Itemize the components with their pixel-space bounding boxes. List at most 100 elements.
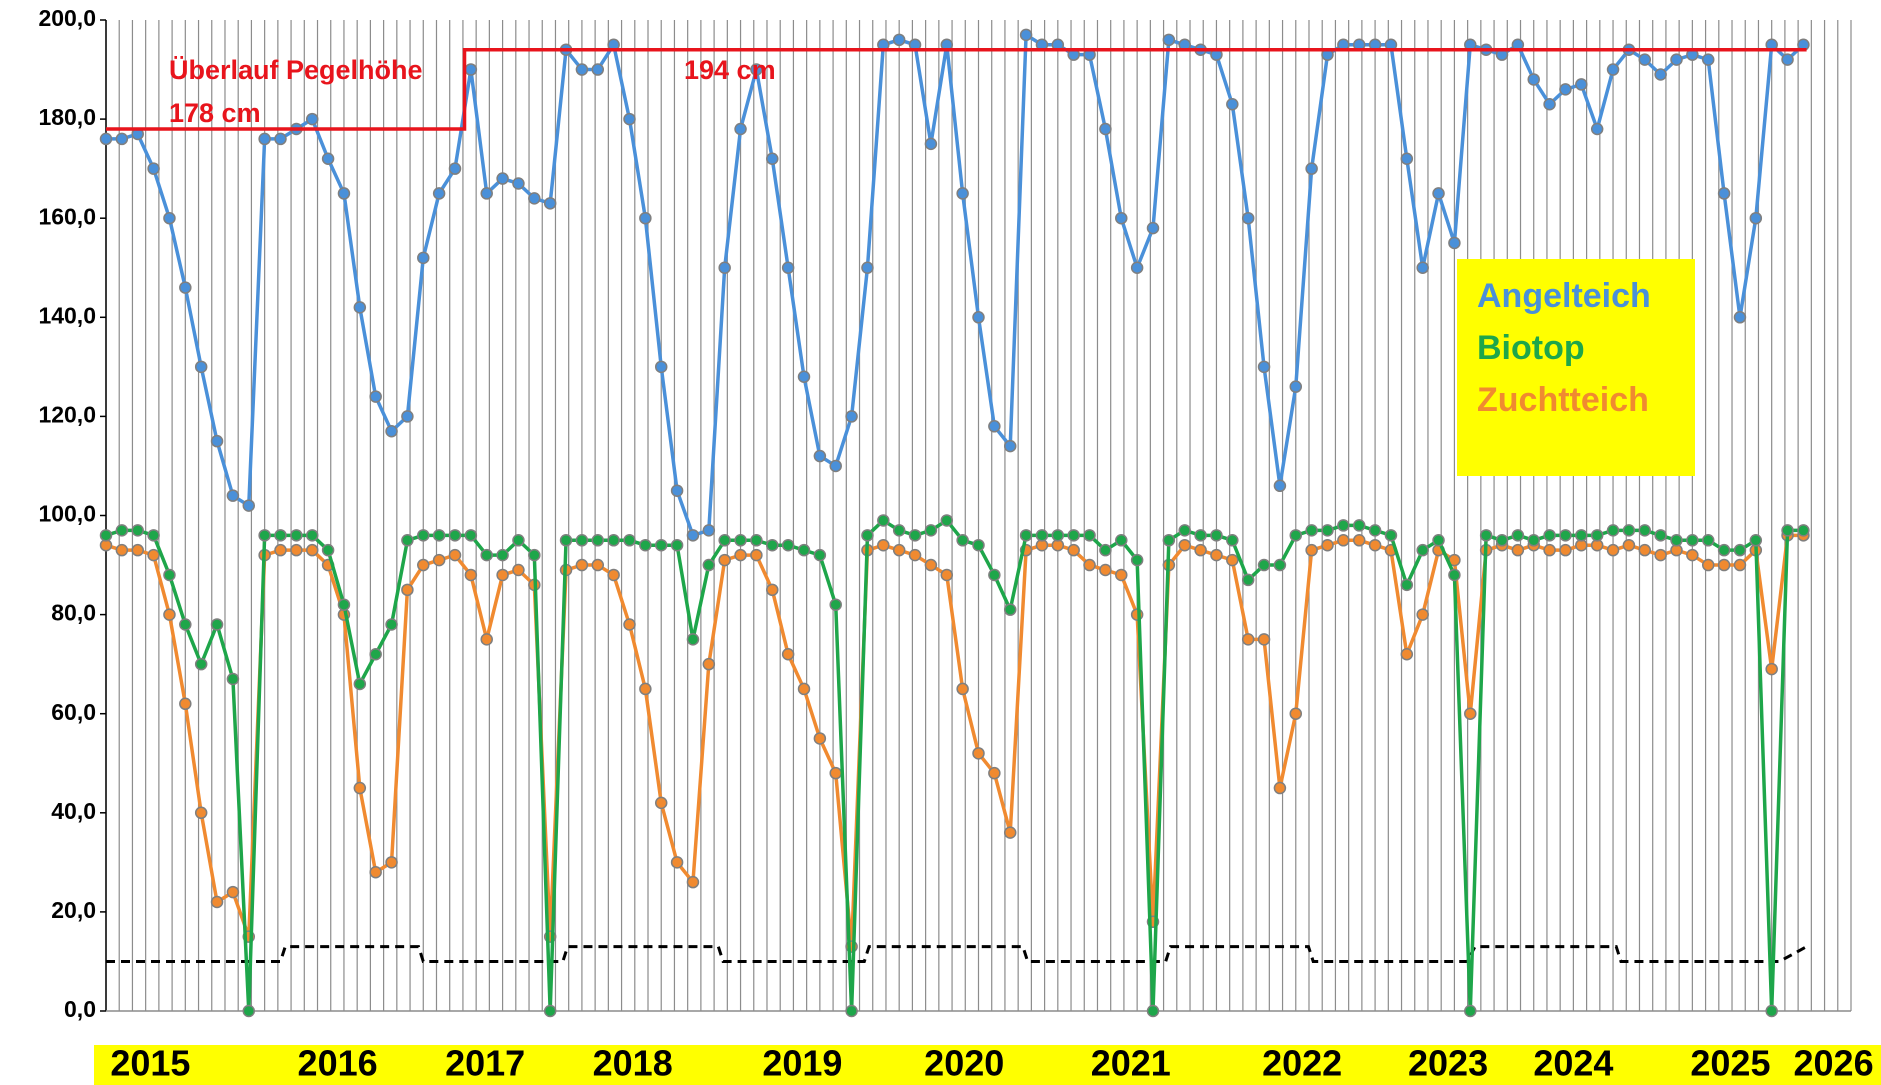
data-point [670, 538, 684, 552]
data-point [337, 187, 351, 200]
data-point [1305, 162, 1318, 175]
data-point [1416, 608, 1429, 621]
data-point [1241, 633, 1255, 646]
data-point [639, 211, 652, 225]
data-point [924, 524, 938, 537]
data-point [1448, 236, 1461, 250]
data-point [1416, 261, 1429, 274]
data-point [1670, 534, 1683, 547]
data-point [877, 538, 890, 552]
series-line [105, 533, 1804, 949]
data-point [1384, 529, 1398, 542]
data-point [1464, 1004, 1477, 1018]
data-point [448, 529, 462, 542]
data-point [845, 1004, 858, 1018]
data-point [1464, 707, 1477, 720]
data-point [988, 420, 1001, 433]
y-tick-label: 120,0 [38, 401, 96, 427]
data-point [1241, 211, 1255, 225]
data-point [432, 187, 446, 200]
data-point [1162, 33, 1176, 47]
data-point [797, 370, 811, 384]
data-point [908, 529, 922, 542]
data-point [1511, 529, 1525, 542]
data-point [210, 434, 224, 448]
data-point [1654, 548, 1667, 562]
data-point [1115, 568, 1128, 582]
data-point [115, 524, 129, 537]
data-point [734, 122, 747, 136]
data-point [1067, 529, 1080, 542]
data-point [607, 568, 620, 582]
data-point [702, 558, 716, 572]
data-point [813, 548, 827, 562]
data-point [1495, 534, 1509, 547]
data-point [1130, 553, 1144, 567]
data-point [829, 598, 842, 611]
data-point [1273, 558, 1287, 572]
data-point [1527, 73, 1540, 86]
data-point [924, 558, 938, 572]
data-point [1606, 543, 1620, 557]
data-point [829, 459, 842, 473]
data-point [1352, 519, 1366, 532]
data-point [496, 568, 509, 582]
data-point [1543, 543, 1556, 557]
data-point [686, 529, 700, 542]
data-point [1638, 524, 1652, 537]
data-point [654, 360, 668, 374]
y-tick-label: 200,0 [38, 5, 96, 31]
data-point [654, 538, 668, 552]
data-point [1289, 529, 1303, 542]
data-point [1638, 53, 1652, 66]
data-point [781, 538, 795, 552]
data-point [1099, 543, 1112, 557]
data-point [1321, 524, 1334, 537]
data-point [1654, 68, 1667, 81]
data-point [1717, 543, 1731, 557]
data-point [750, 63, 763, 76]
data-point [1511, 543, 1525, 557]
data-point [1146, 1004, 1160, 1018]
data-point [274, 529, 287, 542]
data-point [1622, 524, 1636, 537]
data-point [988, 568, 1001, 582]
data-point [1162, 534, 1176, 547]
data-point [1257, 360, 1271, 374]
legend-label: Biotop [1477, 329, 1585, 367]
data-point [1559, 83, 1572, 96]
x-tick-label: 2019 [762, 1043, 842, 1084]
data-point [797, 682, 811, 696]
annotation: Überlauf Pegelhöhe [169, 55, 423, 85]
data-point [575, 534, 589, 547]
data-point [1003, 826, 1017, 839]
x-tick-label: 2021 [1091, 1043, 1171, 1084]
data-point [464, 529, 478, 542]
data-point [226, 885, 240, 899]
data-point [877, 514, 890, 527]
data-point [1622, 538, 1636, 552]
data-point [1749, 534, 1763, 547]
y-tick-label: 60,0 [51, 699, 96, 725]
data-point [1099, 563, 1112, 577]
series-line [105, 518, 1804, 1013]
data-point [353, 301, 367, 314]
data-point [496, 548, 509, 562]
data-point [305, 529, 319, 542]
y-tick-label: 140,0 [38, 302, 96, 328]
data-point [972, 538, 985, 552]
data-point [1606, 63, 1620, 76]
data-point [1701, 53, 1715, 66]
data-point [1416, 543, 1429, 557]
data-point [369, 390, 382, 403]
data-point [274, 543, 287, 557]
data-point [623, 618, 636, 631]
data-point [274, 132, 287, 146]
data-point [543, 1004, 557, 1018]
data-point [1448, 568, 1461, 582]
x-tick-label: 2016 [298, 1043, 378, 1084]
data-point [1686, 534, 1699, 547]
data-point [1654, 529, 1667, 542]
data-point [1115, 534, 1128, 547]
